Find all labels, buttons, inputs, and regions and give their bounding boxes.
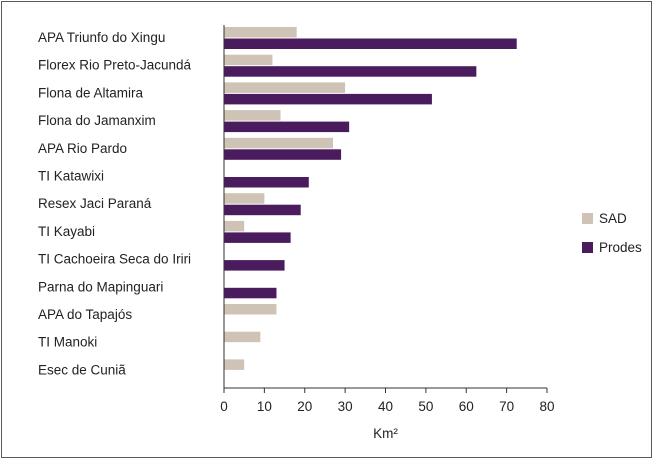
x-tick-label: 50 — [418, 399, 433, 414]
x-tick-label: 30 — [338, 399, 353, 414]
category-label: APA Triunfo do Xingu — [38, 30, 165, 45]
legend-swatch-sad — [582, 213, 593, 224]
category-label: TI Katawixi — [38, 169, 104, 184]
x-tick-label: 80 — [539, 399, 554, 414]
x-tick-label: 40 — [378, 399, 393, 414]
category-label: Esec de Cuniã — [38, 362, 126, 377]
category-label: TI Manoki — [38, 335, 97, 350]
bar-sad — [224, 193, 265, 204]
bar-prodes — [224, 121, 350, 133]
bar-prodes — [224, 38, 517, 49]
legend-swatch-prodes — [582, 242, 593, 253]
bar-sad — [224, 82, 346, 93]
bar-prodes — [224, 260, 285, 271]
category-label: Parna do Mapinguari — [38, 279, 163, 294]
category-label: Flona do Jamanxim — [38, 113, 156, 128]
bar-prodes — [224, 287, 277, 299]
bar-prodes — [224, 204, 301, 216]
category-label: Florex Rio Preto-Jacundá — [38, 58, 192, 73]
legend: SAD Prodes — [582, 211, 642, 255]
category-label: APA do Tapajós — [38, 307, 132, 322]
bar-sad — [224, 220, 245, 232]
category-label: TI Kayabi — [38, 224, 95, 239]
x-tick-label: 0 — [220, 399, 228, 414]
bar-sad — [224, 304, 277, 315]
bar-prodes — [224, 177, 309, 188]
category-label: Resex Jaci Paraná — [38, 196, 152, 211]
bar-sad — [224, 54, 273, 66]
x-tick-label: 20 — [297, 399, 312, 414]
legend-label-sad: SAD — [599, 211, 627, 226]
bar-sad — [224, 359, 245, 370]
x-tick-label: 70 — [499, 399, 514, 414]
category-labels: APA Triunfo do Xingu Florex Rio Preto-Jac… — [38, 30, 192, 377]
bar-prodes — [224, 93, 432, 105]
category-label: Flona de Altamira — [38, 85, 144, 100]
x-tick-label: 10 — [257, 399, 272, 414]
bar-sad — [224, 110, 281, 121]
legend-label-prodes: Prodes — [599, 240, 642, 255]
bar-sad — [224, 27, 297, 38]
category-label: TI Cachoeira Seca do Iriri — [38, 252, 191, 267]
bar-sad — [224, 137, 334, 149]
bar-prodes — [224, 232, 291, 243]
bar-prodes — [224, 66, 477, 77]
x-axis: 0 10 20 30 40 50 60 70 80 — [220, 25, 555, 414]
x-tick-label: 60 — [459, 399, 474, 414]
bar-sad — [224, 331, 261, 343]
bars-group — [224, 27, 517, 370]
bar-prodes — [224, 149, 342, 160]
category-label: APA Rio Pardo — [38, 141, 127, 156]
x-axis-title: Km² — [373, 426, 398, 441]
